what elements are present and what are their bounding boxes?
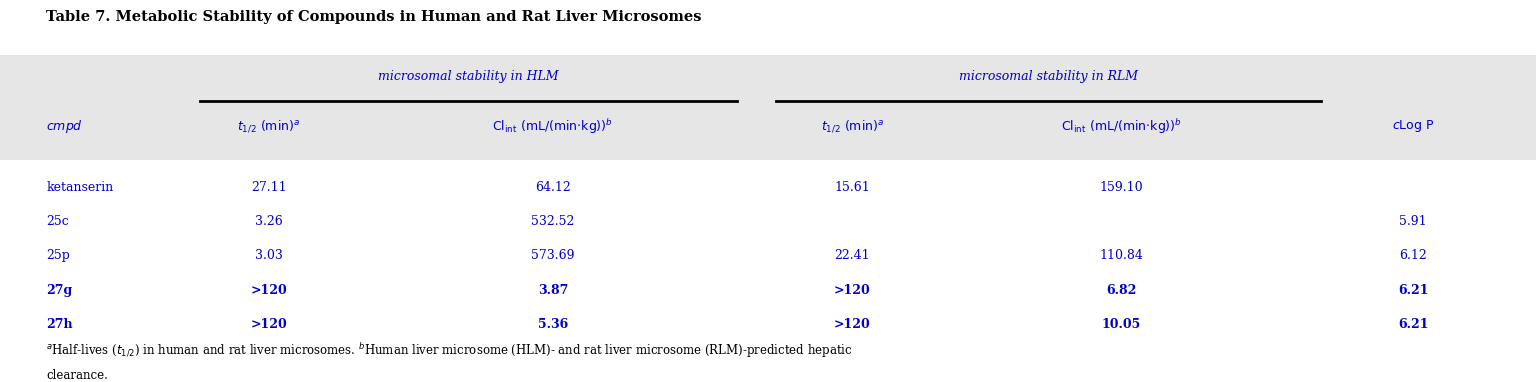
- Text: 6.82: 6.82: [1106, 284, 1137, 297]
- Text: >120: >120: [250, 318, 287, 331]
- Text: $\mathrm{Cl_{int}}\ \mathrm{(mL/(min{\cdot}kg))}^{b}$: $\mathrm{Cl_{int}}\ \mathrm{(mL/(min{\cd…: [493, 117, 613, 136]
- Text: ketanserin: ketanserin: [46, 181, 114, 194]
- Text: 25c: 25c: [46, 215, 69, 228]
- Text: 3.03: 3.03: [255, 249, 283, 262]
- Text: 110.84: 110.84: [1100, 249, 1143, 262]
- Text: 15.61: 15.61: [834, 181, 871, 194]
- Text: 27h: 27h: [46, 318, 72, 331]
- Text: 573.69: 573.69: [531, 249, 574, 262]
- Text: >120: >120: [834, 284, 871, 297]
- Text: microsomal stability in RLM: microsomal stability in RLM: [958, 70, 1138, 83]
- Text: 3.87: 3.87: [538, 284, 568, 297]
- Text: 27.11: 27.11: [250, 181, 287, 194]
- Text: Table 7. Metabolic Stability of Compounds in Human and Rat Liver Microsomes: Table 7. Metabolic Stability of Compound…: [46, 10, 702, 24]
- Text: 27g: 27g: [46, 284, 72, 297]
- Text: 6.21: 6.21: [1398, 318, 1428, 331]
- Text: 6.12: 6.12: [1399, 249, 1427, 262]
- Text: 5.36: 5.36: [538, 318, 568, 331]
- Text: microsomal stability in HLM: microsomal stability in HLM: [378, 70, 559, 83]
- Text: 25p: 25p: [46, 249, 71, 262]
- Text: $\mathrm{Cl_{int}}\ \mathrm{(mL/(min{\cdot}kg))}^{b}$: $\mathrm{Cl_{int}}\ \mathrm{(mL/(min{\cd…: [1061, 117, 1181, 136]
- Bar: [0, 55, 1536, 160]
- Text: $\mathit{c}\mathrm{Log\ P}$: $\mathit{c}\mathrm{Log\ P}$: [1392, 118, 1435, 134]
- Text: $t_{1/2}\ \mathrm{(min)}^{a}$: $t_{1/2}\ \mathrm{(min)}^{a}$: [820, 118, 885, 134]
- Text: $t_{1/2}\ \mathrm{(min)}^{a}$: $t_{1/2}\ \mathrm{(min)}^{a}$: [237, 118, 301, 134]
- Text: 159.10: 159.10: [1100, 181, 1143, 194]
- Text: 5.91: 5.91: [1399, 215, 1427, 228]
- Text: >120: >120: [834, 318, 871, 331]
- Text: $^{a}$Half-lives ($t_{1/2}$) in human and rat liver microsomes. $^{b}$Human live: $^{a}$Half-lives ($t_{1/2}$) in human an…: [46, 342, 852, 360]
- Text: 3.26: 3.26: [255, 215, 283, 228]
- Text: 22.41: 22.41: [834, 249, 871, 262]
- Text: >120: >120: [250, 284, 287, 297]
- Text: 6.21: 6.21: [1398, 284, 1428, 297]
- Text: clearance.: clearance.: [46, 369, 108, 382]
- Text: 532.52: 532.52: [531, 215, 574, 228]
- Text: 64.12: 64.12: [535, 181, 571, 194]
- Text: 10.05: 10.05: [1101, 318, 1141, 331]
- Text: $\mathit{cmpd}$: $\mathit{cmpd}$: [46, 118, 83, 134]
